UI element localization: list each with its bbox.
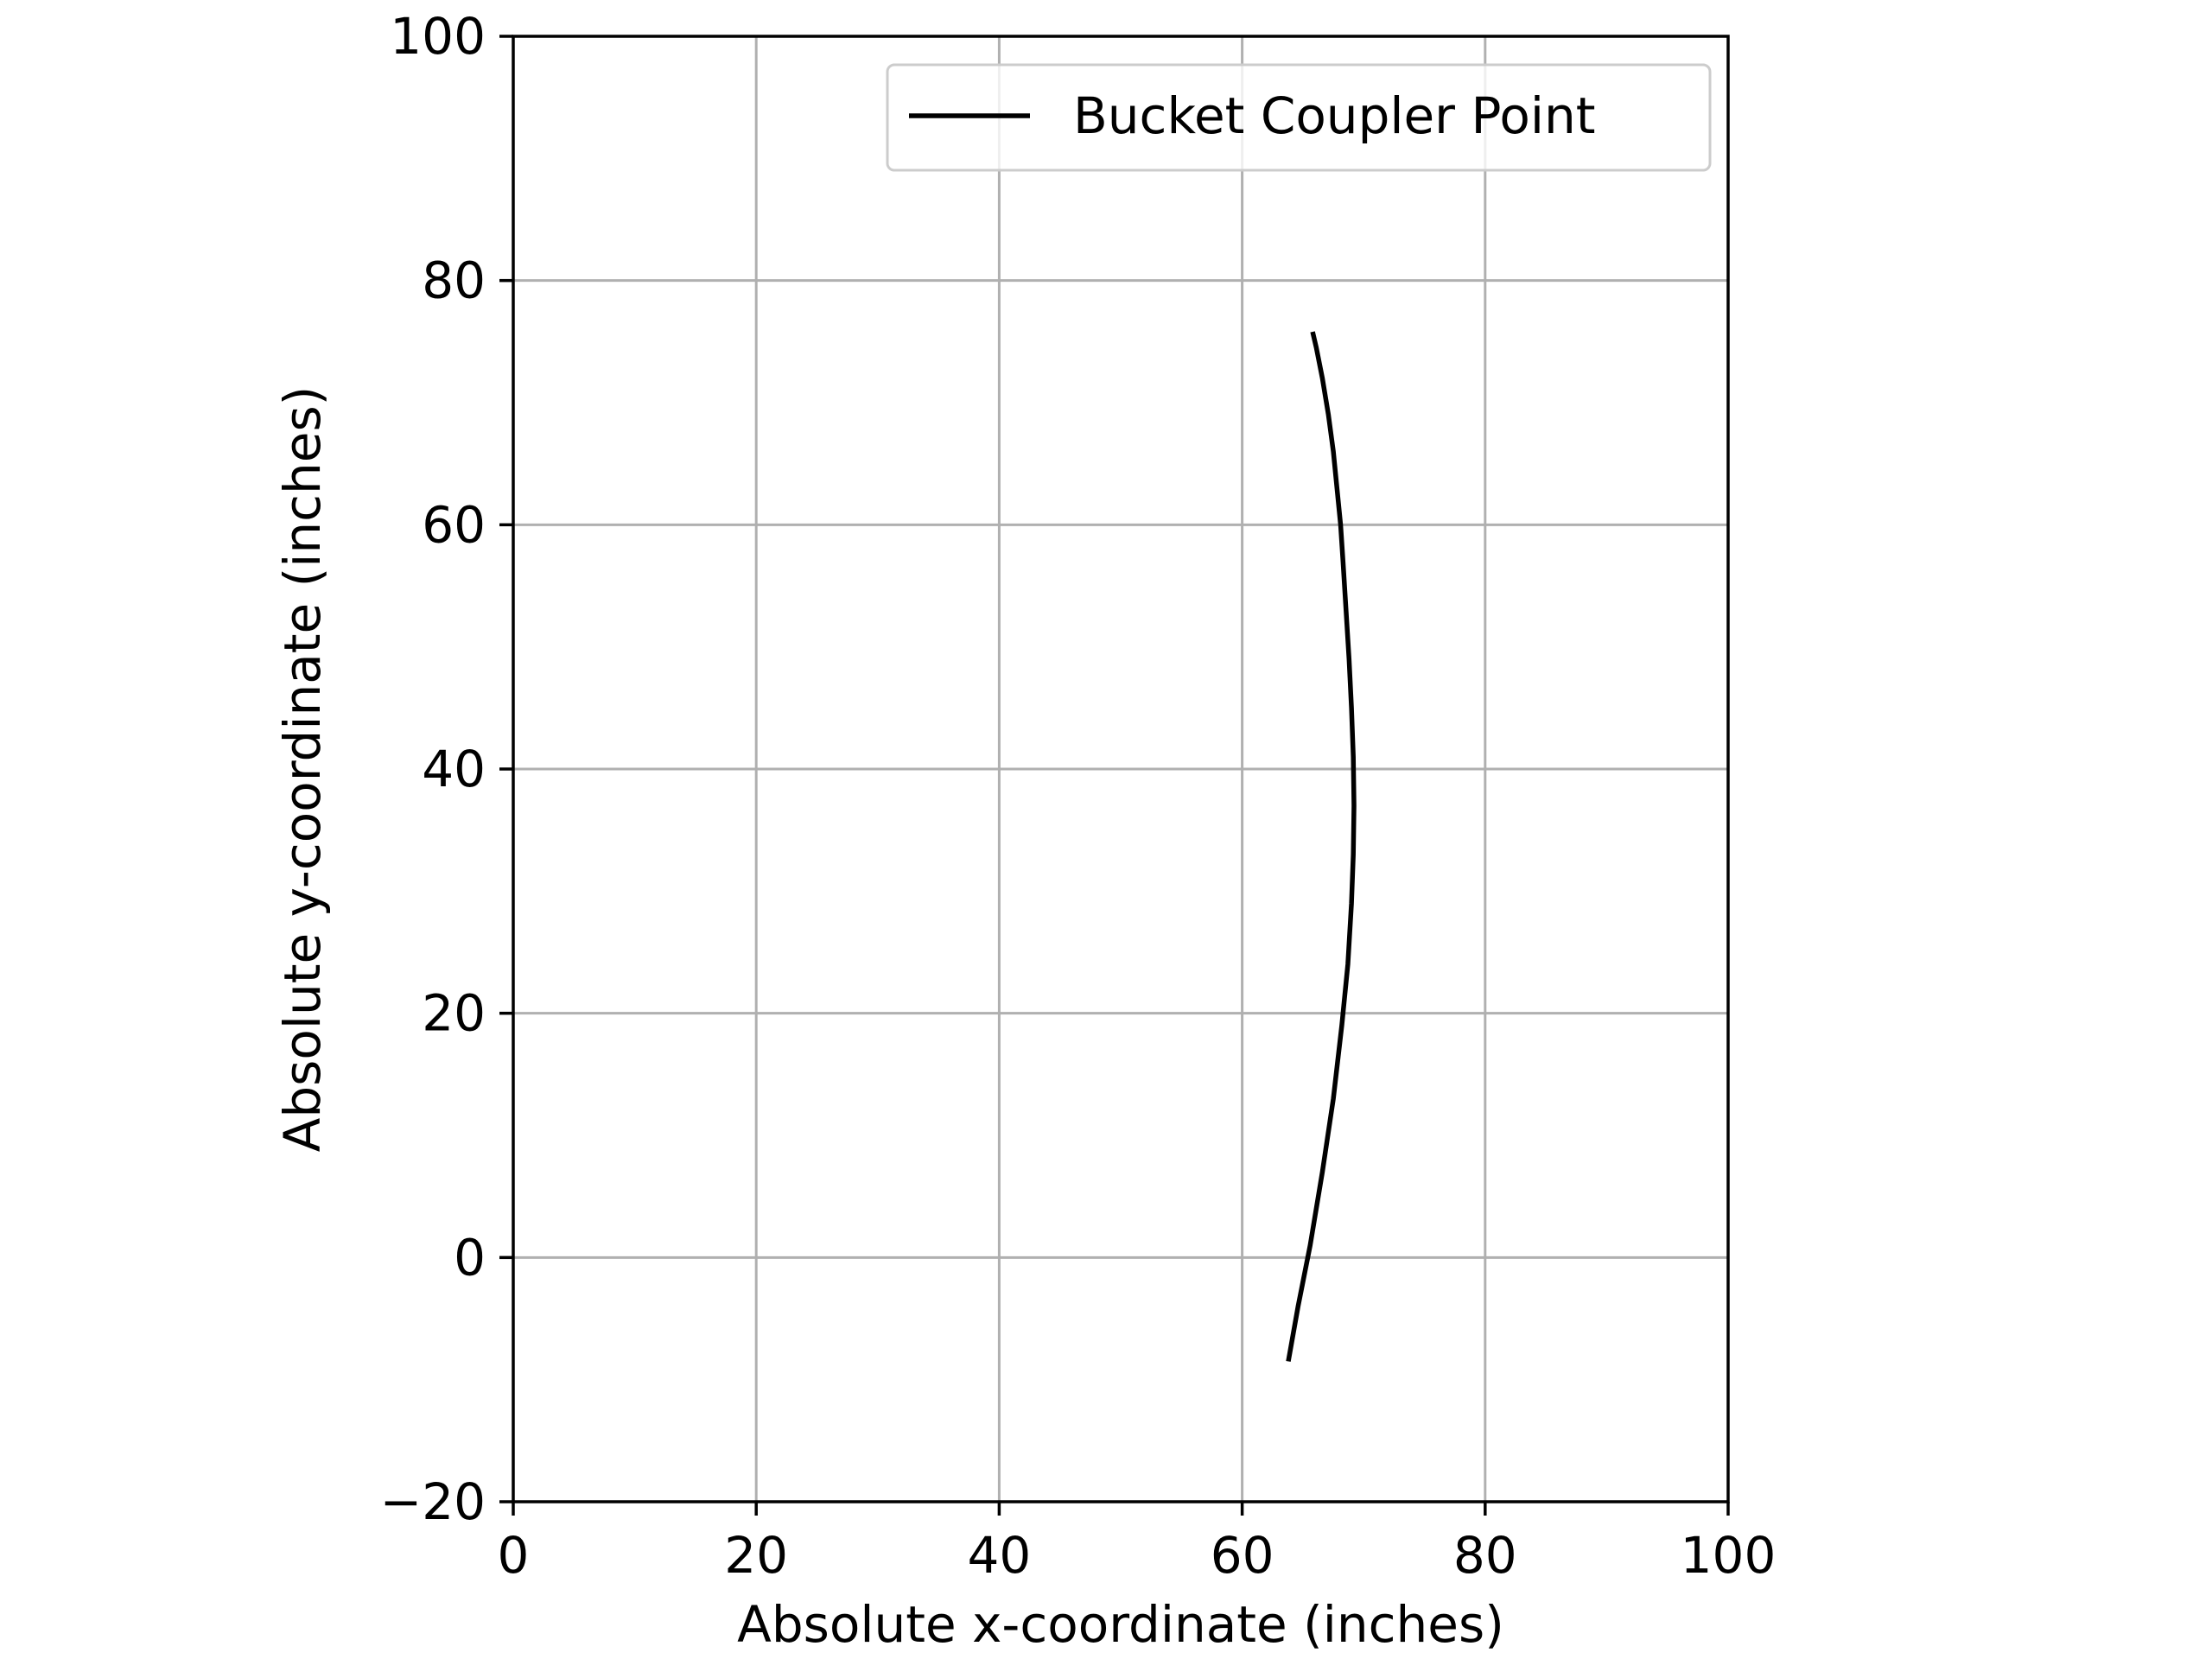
x-tick-label: 60 xyxy=(1211,1526,1274,1585)
y-tick-label: −20 xyxy=(380,1472,486,1531)
x-tick-label: 20 xyxy=(724,1526,788,1585)
y-tick-label: 100 xyxy=(390,7,486,66)
y-axis-label: Absolute y-coordinate (inches) xyxy=(273,386,332,1153)
x-tick-label: 100 xyxy=(1681,1526,1777,1585)
y-tick-label: 20 xyxy=(422,984,486,1043)
grid-lines xyxy=(512,35,1730,1503)
x-tick-label: 80 xyxy=(1453,1526,1517,1585)
series-line-0 xyxy=(1286,331,1357,1362)
x-axis-label: Absolute x-coordinate (inches) xyxy=(737,1595,1504,1654)
x-tick-label: 40 xyxy=(967,1526,1031,1585)
y-tick-label: 0 xyxy=(454,1228,486,1287)
y-tick-label: 60 xyxy=(422,495,486,554)
legend-label: Bucket Coupler Point xyxy=(1073,86,1595,145)
legend-box xyxy=(886,63,1712,172)
legend: Bucket Coupler Point xyxy=(886,63,1712,172)
x-tick-label: 0 xyxy=(498,1526,530,1585)
y-tick-label: 80 xyxy=(422,251,486,310)
plot-area xyxy=(1286,331,1357,1362)
y-tick-label: 40 xyxy=(422,740,486,798)
